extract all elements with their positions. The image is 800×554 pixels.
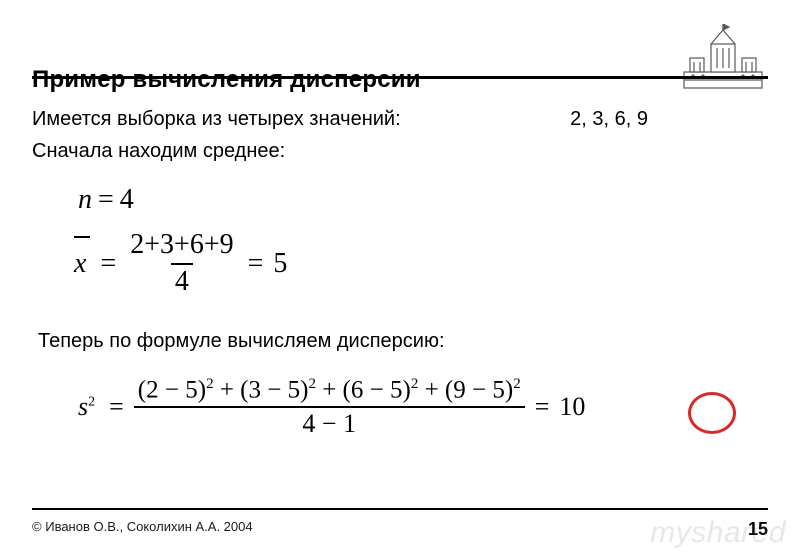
mean-result: 5 bbox=[273, 248, 287, 280]
t2s: 2 bbox=[411, 376, 419, 392]
s-sup: 2 bbox=[88, 395, 95, 410]
t0s: 2 bbox=[206, 376, 214, 392]
equation-n: n=4 bbox=[78, 184, 134, 216]
mean-eq-2: = bbox=[238, 248, 274, 280]
sample-values: 2, 3, 6, 9 bbox=[570, 108, 768, 131]
mean-p2: + bbox=[204, 229, 220, 260]
var-eq-2: = bbox=[525, 392, 560, 422]
mean-numerator: 2+3+6+9 bbox=[126, 230, 237, 263]
var-result: 10 bbox=[559, 392, 585, 422]
page-number: 15 bbox=[748, 519, 768, 540]
t2m: − bbox=[370, 376, 384, 403]
t3s: 2 bbox=[513, 376, 521, 392]
mean-p0: + bbox=[144, 229, 160, 260]
t1a: 3 bbox=[249, 376, 262, 403]
var-eq-1: = bbox=[99, 392, 134, 422]
var-numerator: (2 − 5)2 + (3 − 5)2 + (6 − 5)2 + (9 − 5)… bbox=[134, 376, 525, 406]
xbar-x: x bbox=[74, 248, 86, 279]
den-m: − bbox=[322, 409, 337, 438]
t1b: 5 bbox=[288, 376, 301, 403]
copyright-text: Иванов О.В., Соколихин А.А. 2004 bbox=[45, 519, 252, 534]
equation-variance: s2 = (2 − 5)2 + (3 − 5)2 + (6 − 5)2 + (9… bbox=[78, 376, 585, 438]
mean-n3: 9 bbox=[220, 229, 234, 260]
vp0: + bbox=[220, 376, 234, 403]
intro-line-3: Теперь по формуле вычисляем дисперсию: bbox=[38, 330, 445, 353]
copyright: © Иванов О.В., Соколихин А.А. 2004 bbox=[32, 519, 253, 534]
footer-rule bbox=[32, 508, 768, 510]
t3a: 9 bbox=[453, 376, 466, 403]
intro-text: Имеется выборка из четырех значений: bbox=[32, 108, 401, 131]
eq-n-val: 4 bbox=[120, 184, 134, 215]
var-fraction: (2 − 5)2 + (3 − 5)2 + (6 − 5)2 + (9 − 5)… bbox=[134, 376, 525, 438]
intro-line-1: Имеется выборка из четырех значений: 2, … bbox=[32, 108, 768, 131]
title-underline bbox=[32, 76, 768, 79]
mean-fraction: 2+3+6+9 4 bbox=[126, 230, 237, 298]
mean-p1: + bbox=[174, 229, 190, 260]
eq-n-eq: = bbox=[92, 184, 120, 215]
t1s: 2 bbox=[308, 376, 316, 392]
university-logo-icon bbox=[678, 24, 768, 94]
mean-n1: 3 bbox=[160, 229, 174, 260]
t2b: 5 bbox=[390, 376, 403, 403]
s-squared: s2 bbox=[78, 392, 99, 422]
mean-n0: 2 bbox=[130, 229, 144, 260]
t3b: 5 bbox=[492, 376, 505, 403]
slide: Пример вычисления дисперсии bbox=[0, 0, 800, 554]
xbar-overline bbox=[74, 236, 90, 238]
eq-n-var: n bbox=[78, 184, 92, 215]
t3m: − bbox=[472, 376, 486, 403]
t0a: 2 bbox=[146, 376, 159, 403]
xbar-symbol: x bbox=[74, 248, 90, 280]
var-denominator: 4 − 1 bbox=[134, 406, 525, 439]
page-title: Пример вычисления дисперсии bbox=[32, 66, 421, 94]
header-row: Пример вычисления дисперсии bbox=[32, 24, 768, 94]
t2a: 6 bbox=[351, 376, 364, 403]
mean-eq-1: = bbox=[90, 248, 126, 280]
vp1: + bbox=[322, 376, 336, 403]
result-highlight-circle bbox=[688, 392, 736, 434]
t1m: − bbox=[267, 376, 281, 403]
t0m: − bbox=[165, 376, 179, 403]
mean-denominator: 4 bbox=[171, 263, 193, 298]
copyright-symbol: © bbox=[32, 519, 42, 534]
den-a: 4 bbox=[302, 409, 315, 438]
vp2: + bbox=[425, 376, 439, 403]
intro-line-2: Сначала находим среднее: bbox=[32, 140, 285, 163]
equation-mean: x = 2+3+6+9 4 = 5 bbox=[74, 230, 287, 298]
t0b: 5 bbox=[185, 376, 198, 403]
s-var: s bbox=[78, 392, 88, 421]
mean-n2: 6 bbox=[190, 229, 204, 260]
den-b: 1 bbox=[343, 409, 356, 438]
